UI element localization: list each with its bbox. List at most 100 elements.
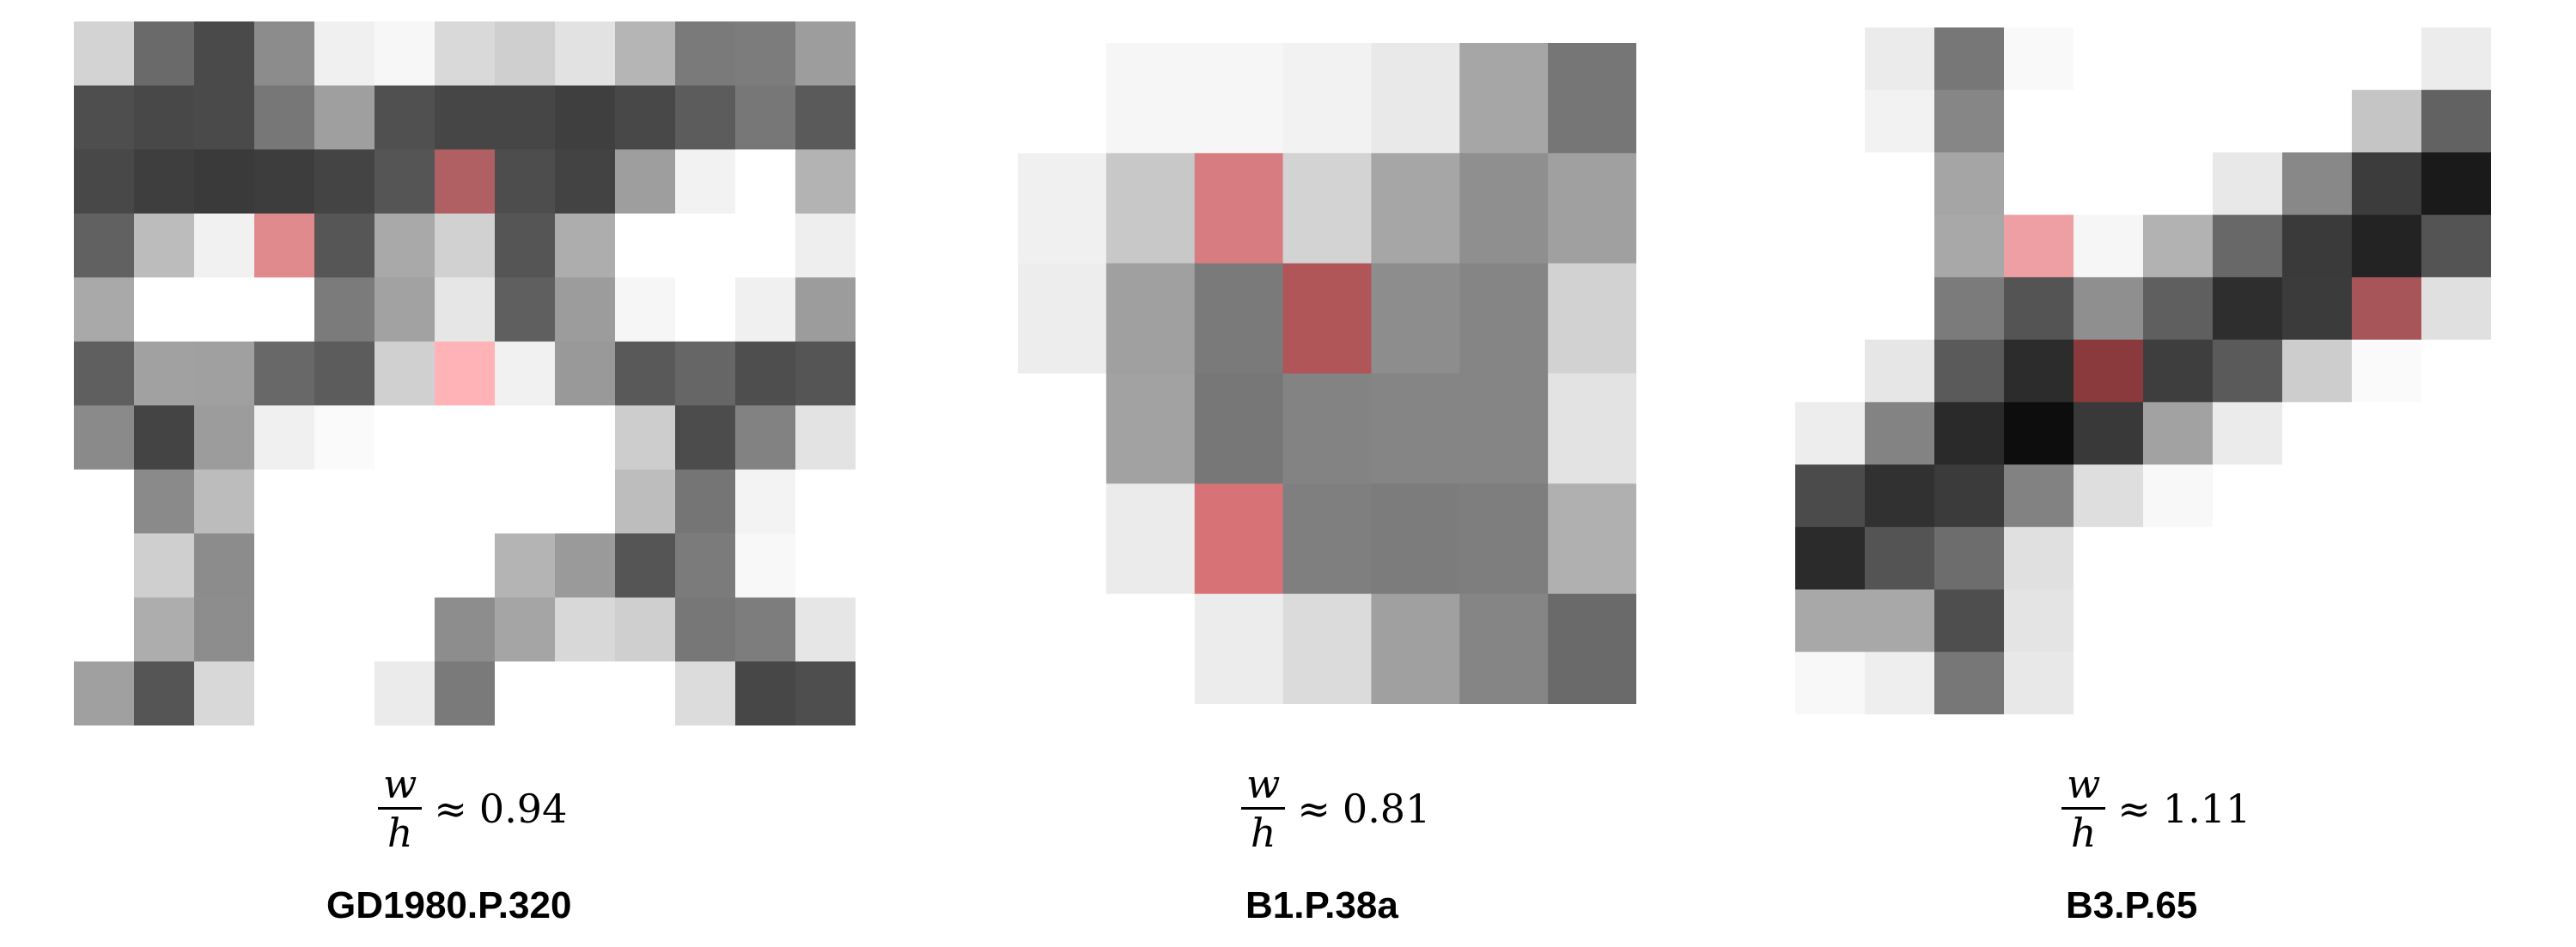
pixel-cell: [74, 341, 135, 406]
pixel-cell: [74, 149, 135, 215]
pixel-cell: [555, 341, 616, 406]
pixel-cell: [675, 405, 736, 470]
pixel-cell: [1018, 593, 1107, 704]
ratio-formula-b3-p-65: w h ≈ 1.11: [2061, 764, 2250, 853]
pixel-grid-svg: [1018, 43, 1636, 704]
pixel-cell: [375, 213, 435, 278]
pixel-cell: [735, 597, 796, 663]
pixel-cell: [2352, 276, 2422, 341]
pixel-cell: [675, 213, 736, 278]
pixel-cell: [194, 469, 255, 534]
pixel-cell: [194, 661, 255, 725]
pixel-cell: [1795, 589, 1866, 653]
pixel-cell: [2074, 339, 2144, 403]
pixel-cell: [254, 277, 315, 343]
pixel-cell: [795, 341, 856, 406]
pixel-cell: [1934, 464, 2005, 528]
pixel-cell: [1934, 652, 2005, 714]
pixel-cell: [134, 533, 195, 598]
pixel-cell: [2352, 215, 2422, 278]
pixel-cell: [375, 597, 435, 663]
pixel-cell: [2074, 152, 2144, 216]
pixel-cell: [1795, 402, 1866, 465]
pixel-cell: [795, 533, 856, 598]
pixel-cell: [2004, 464, 2074, 528]
ratio-approx-sign: ≈: [434, 785, 467, 832]
pixel-cell: [495, 213, 556, 278]
pixel-cell: [314, 469, 375, 534]
pixel-cell: [2143, 652, 2214, 714]
pixel-cell: [615, 277, 676, 343]
ratio-numerator: w: [1241, 764, 1286, 810]
pixel-cell: [1795, 526, 1866, 591]
pixel-cell: [2352, 652, 2422, 714]
pixel-cell: [615, 341, 676, 406]
pixel-cell: [2074, 402, 2144, 465]
pixel-cell: [2352, 152, 2422, 216]
pixel-grid-svg: [74, 21, 856, 725]
pixel-cell: [194, 21, 255, 87]
pixel-cell: [1282, 263, 1373, 374]
pixel-grid-b3-p-65: [1795, 27, 2491, 714]
pixel-cell: [2421, 89, 2491, 154]
pixel-cell: [555, 661, 616, 725]
pixel-cell: [555, 533, 616, 598]
pixel-cell: [2213, 464, 2283, 528]
pixel-cell: [254, 213, 315, 278]
pixel-cell: [735, 533, 796, 598]
pixel-cell: [735, 149, 796, 215]
pixel-cell: [2421, 402, 2491, 465]
pixel-cell: [2421, 464, 2491, 528]
pixel-cell: [2282, 526, 2353, 591]
pixel-cell: [74, 85, 135, 150]
pixel-cell: [1194, 263, 1284, 374]
pixel-cell: [1934, 526, 2005, 591]
pixel-cell: [314, 21, 375, 87]
pixel-cell: [375, 405, 435, 470]
pixel-cell: [2074, 27, 2144, 91]
pixel-cell: [675, 21, 736, 87]
pixel-cell: [375, 341, 435, 406]
panel-label-gd1980-p-320: GD1980.P.320: [326, 884, 572, 926]
pixel-cell: [735, 341, 796, 406]
pixel-cell: [375, 149, 435, 215]
pixel-cell: [254, 21, 315, 87]
pixel-cell: [2213, 526, 2283, 591]
pixel-cell: [1865, 152, 1935, 216]
pixel-cell: [435, 533, 496, 598]
pixel-cell: [555, 21, 616, 87]
pixel-cell: [735, 661, 796, 725]
pixel-cell: [1548, 153, 1636, 264]
pixel-cell: [1194, 373, 1284, 484]
pixel-cell: [2143, 526, 2214, 591]
pixel-cell: [1371, 43, 1460, 154]
pixel-cell: [375, 85, 435, 150]
pixel-cell: [1194, 483, 1284, 595]
pixel-cell: [1548, 263, 1636, 374]
pixel-cell: [555, 213, 616, 278]
ratio-fraction: w h: [1241, 764, 1286, 853]
pixel-cell: [1795, 464, 1866, 528]
pixel-cell: [495, 661, 556, 725]
pixel-cell: [375, 21, 435, 87]
pixel-cell: [555, 597, 616, 663]
pixel-cell: [134, 277, 195, 343]
pixel-cell: [1105, 593, 1196, 704]
pixel-cell: [194, 533, 255, 598]
pixel-cell: [2004, 27, 2074, 91]
pixel-cell: [1018, 483, 1107, 595]
pixel-cell: [1795, 339, 1866, 403]
pixel-cell: [1371, 593, 1460, 704]
pixel-cell: [1795, 652, 1866, 714]
pixel-cell: [1934, 276, 2005, 341]
pixel-cell: [435, 277, 496, 343]
pixel-cell: [2282, 89, 2353, 154]
pixel-cell: [2074, 526, 2144, 591]
pixel-cell: [1865, 589, 1935, 653]
pixel-cell: [1282, 593, 1373, 704]
pixel-cell: [2421, 526, 2491, 591]
pixel-cell: [1795, 276, 1866, 341]
pixel-cell: [615, 597, 676, 663]
pixel-cell: [2213, 276, 2283, 341]
pixel-cell: [375, 661, 435, 725]
